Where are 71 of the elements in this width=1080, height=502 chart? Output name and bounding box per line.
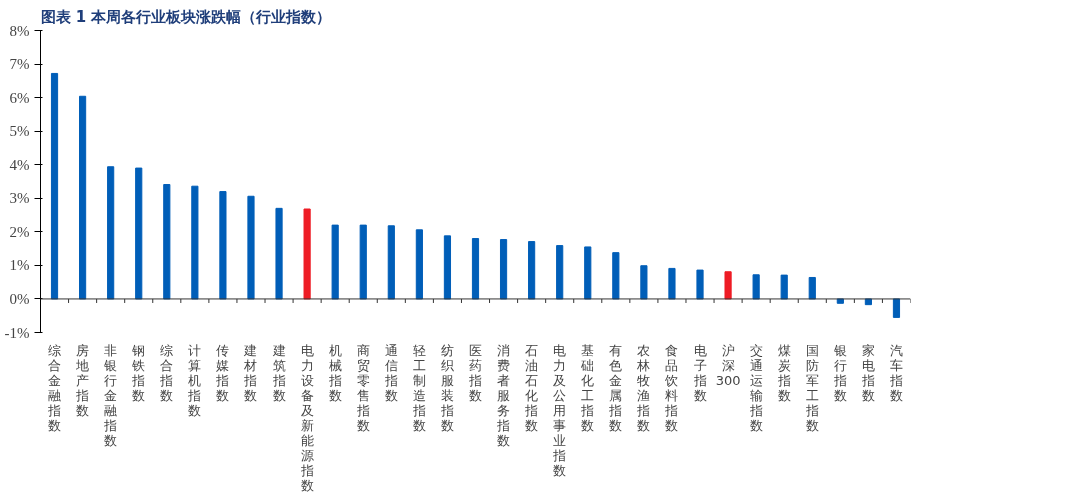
bar bbox=[191, 185, 199, 300]
x-tick-label: 房地产指数 bbox=[75, 342, 90, 418]
x-tick-label: 电子指数 bbox=[692, 342, 707, 403]
bar bbox=[471, 238, 480, 300]
y-tick-label: 3% bbox=[9, 190, 30, 207]
bar bbox=[808, 276, 816, 300]
x-tick-label: 家电指数 bbox=[860, 342, 875, 403]
bar bbox=[107, 166, 115, 300]
x-tick-label: 汽车指数 bbox=[888, 342, 903, 403]
x-tick-label: 传媒指数 bbox=[215, 342, 230, 403]
bar bbox=[247, 195, 255, 300]
bar bbox=[331, 224, 339, 300]
y-tick-label: 8% bbox=[9, 22, 30, 39]
x-tick-label: 农林牧渔指数 bbox=[636, 342, 651, 433]
x-tick-label: 钢铁指数 bbox=[131, 342, 146, 403]
bar bbox=[668, 267, 676, 300]
x-tick-label: 轻工制造指数 bbox=[411, 342, 426, 433]
bar bbox=[359, 224, 367, 300]
y-tick-label: 4% bbox=[9, 156, 30, 173]
bar bbox=[696, 269, 704, 300]
x-tick-label: 商贸零售指数 bbox=[355, 342, 370, 433]
y-tick-label: 6% bbox=[9, 89, 30, 106]
x-tick-label: 食品饮料指数 bbox=[664, 342, 679, 433]
bar bbox=[499, 239, 508, 300]
bar bbox=[163, 184, 171, 300]
x-tick-label: 石油石化指数 bbox=[524, 342, 539, 433]
y-tick-label: 0% bbox=[9, 290, 30, 307]
x-tick-label: 机械指数 bbox=[327, 342, 342, 403]
y-tick-label: 1% bbox=[9, 257, 30, 274]
x-tick-label: 国防军工指数 bbox=[804, 342, 819, 433]
y-tick-label: 7% bbox=[9, 56, 30, 73]
bar bbox=[50, 72, 59, 300]
bar bbox=[415, 229, 423, 300]
bar bbox=[724, 271, 732, 300]
y-tick-label: 5% bbox=[9, 123, 30, 140]
x-tick-label: 消费者服务指数 bbox=[496, 342, 511, 448]
bar bbox=[528, 241, 536, 300]
x-tick-label: 基础化工指数 bbox=[580, 342, 595, 433]
chart-title: 图表 1 本周各行业板块涨跌幅（行业指数） bbox=[40, 7, 332, 26]
bar bbox=[135, 167, 143, 300]
bar bbox=[443, 235, 452, 300]
category-label: 电力设备及新能源指数 bbox=[300, 342, 314, 493]
x-tick-label: 交通运输指数 bbox=[748, 342, 763, 433]
x-tick-label: 银行指数 bbox=[832, 342, 847, 403]
bar bbox=[612, 252, 620, 300]
x-tick-label: 医药指数 bbox=[468, 342, 482, 403]
bar bbox=[892, 298, 901, 318]
bar bbox=[752, 274, 760, 300]
bar bbox=[303, 208, 311, 300]
bar bbox=[640, 265, 648, 300]
bar bbox=[556, 245, 564, 300]
x-tick-label: 纺织服装指数 bbox=[439, 342, 454, 433]
bar bbox=[780, 274, 788, 300]
x-tick-label: 有色金属指数 bbox=[608, 342, 623, 433]
x-tick-label: 综合金融指数 bbox=[47, 342, 62, 433]
y-tick-label: 2% bbox=[9, 223, 30, 240]
category-label: 电力及公用事业指数 bbox=[553, 342, 567, 478]
x-tick-label: 煤炭指数 bbox=[776, 342, 791, 403]
x-tick-label: 沪深300 bbox=[715, 342, 741, 388]
x-tick-label: 计算机指数 bbox=[187, 342, 202, 418]
x-tick-label: 建材指数 bbox=[243, 342, 258, 403]
x-tick-label: 非银行金融指数 bbox=[103, 342, 118, 448]
x-tick-label: 综合指数 bbox=[159, 342, 174, 403]
bar bbox=[79, 95, 87, 300]
x-tick-label: 建筑指数 bbox=[271, 342, 286, 403]
y-tick-label: -1% bbox=[4, 324, 30, 341]
bar bbox=[387, 225, 395, 300]
bar bbox=[219, 191, 227, 300]
bar bbox=[275, 207, 283, 300]
x-tick-label: 通信指数 bbox=[383, 342, 398, 403]
bar bbox=[584, 246, 592, 300]
